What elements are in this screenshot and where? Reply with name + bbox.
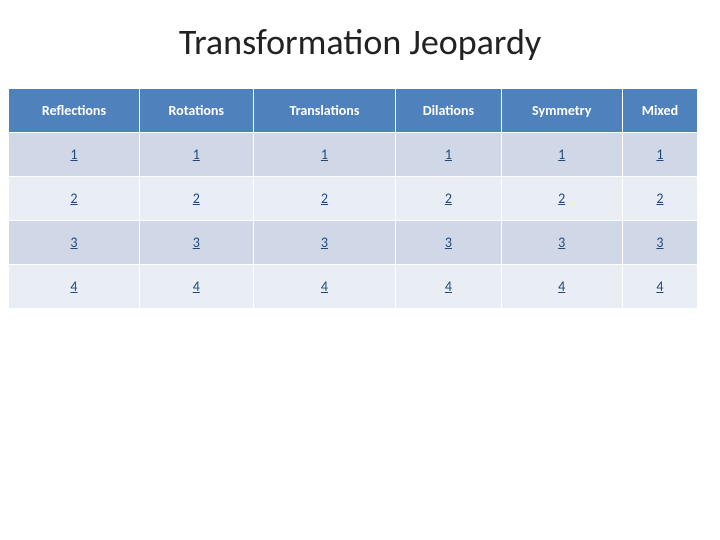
jeopardy-cell[interactable]: 3 (501, 221, 622, 265)
jeopardy-cell[interactable]: 2 (139, 177, 253, 221)
col-header-reflections: Reflections (9, 89, 140, 133)
jeopardy-cell[interactable]: 2 (501, 177, 622, 221)
jeopardy-cell[interactable]: 3 (396, 221, 501, 265)
col-header-translations: Translations (253, 89, 396, 133)
table-row: 4 4 4 4 4 4 (9, 265, 698, 309)
table-row: 2 2 2 2 2 2 (9, 177, 698, 221)
slide-container: Transformation Jeopardy Reflections Rota… (0, 0, 720, 540)
jeopardy-cell[interactable]: 4 (253, 265, 396, 309)
jeopardy-cell[interactable]: 2 (622, 177, 697, 221)
jeopardy-cell[interactable]: 3 (139, 221, 253, 265)
jeopardy-cell[interactable]: 4 (9, 265, 140, 309)
jeopardy-cell[interactable]: 4 (622, 265, 697, 309)
jeopardy-cell[interactable]: 1 (139, 133, 253, 177)
jeopardy-cell[interactable]: 2 (9, 177, 140, 221)
jeopardy-cell[interactable]: 2 (253, 177, 396, 221)
jeopardy-cell[interactable]: 3 (9, 221, 140, 265)
col-header-symmetry: Symmetry (501, 89, 622, 133)
jeopardy-cell[interactable]: 1 (253, 133, 396, 177)
col-header-mixed: Mixed (622, 89, 697, 133)
jeopardy-cell[interactable]: 1 (396, 133, 501, 177)
table-row: 1 1 1 1 1 1 (9, 133, 698, 177)
jeopardy-cell[interactable]: 2 (396, 177, 501, 221)
jeopardy-cell[interactable]: 4 (501, 265, 622, 309)
col-header-rotations: Rotations (139, 89, 253, 133)
page-title: Transformation Jeopardy (0, 20, 720, 64)
jeopardy-cell[interactable]: 4 (139, 265, 253, 309)
jeopardy-cell[interactable]: 4 (396, 265, 501, 309)
jeopardy-table: Reflections Rotations Translations Dilat… (8, 88, 698, 309)
jeopardy-cell[interactable]: 3 (622, 221, 697, 265)
jeopardy-cell[interactable]: 1 (9, 133, 140, 177)
jeopardy-cell[interactable]: 3 (253, 221, 396, 265)
jeopardy-cell[interactable]: 1 (501, 133, 622, 177)
col-header-dilations: Dilations (396, 89, 501, 133)
table-header-row: Reflections Rotations Translations Dilat… (9, 89, 698, 133)
table-row: 3 3 3 3 3 3 (9, 221, 698, 265)
jeopardy-cell[interactable]: 1 (622, 133, 697, 177)
